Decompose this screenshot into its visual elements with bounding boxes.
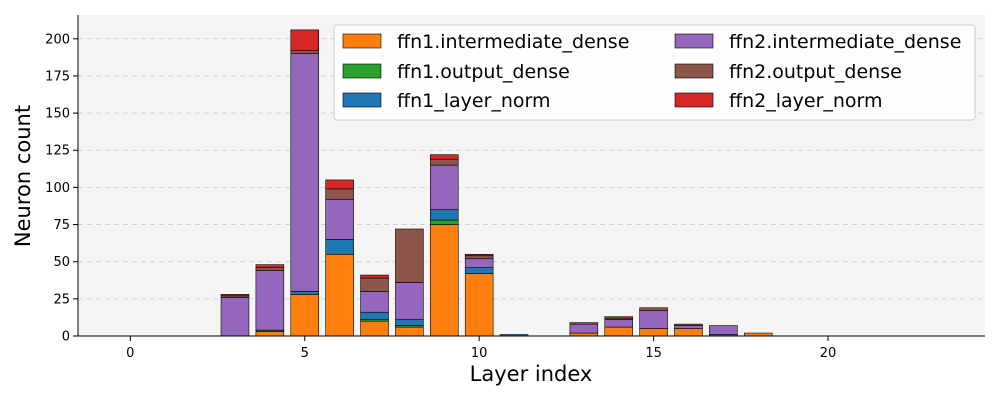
bar-segment <box>674 325 703 329</box>
legend-swatch <box>674 63 714 79</box>
bar-segment <box>639 328 668 337</box>
bar-segment <box>290 291 320 295</box>
bar-segment <box>255 264 285 268</box>
bar-segment <box>430 219 459 225</box>
bar-segment <box>220 294 250 297</box>
bar-segment <box>395 282 424 320</box>
bar-segment <box>325 253 354 337</box>
y-ticks: 0 25 50 75 100 125 150 175 200 <box>45 32 78 345</box>
bar-segment <box>430 164 459 210</box>
y-tick-label: 150 <box>45 107 70 122</box>
y-tick-label: 75 <box>53 218 70 233</box>
bar-segment <box>255 331 285 337</box>
x-tick-label: 15 <box>645 346 662 361</box>
axes <box>77 15 985 337</box>
legend-frame <box>333 24 976 121</box>
legend-label: ffn1.output_dense <box>397 61 570 83</box>
x-axis-label: Layer index <box>470 362 593 386</box>
y-tick-label: 125 <box>45 144 70 159</box>
y-tick-label: 25 <box>53 292 70 307</box>
bar-segment <box>604 326 633 337</box>
bar-segment <box>325 179 354 190</box>
bar-segment <box>430 154 459 160</box>
bar-segment <box>464 273 494 337</box>
bar-segment <box>255 270 285 331</box>
bar-segment <box>325 188 354 200</box>
legend-swatch <box>674 92 714 108</box>
bar-segment <box>290 29 320 51</box>
y-tick-label: 175 <box>45 69 70 84</box>
bar-segment <box>464 253 494 257</box>
bar-segment <box>360 274 389 279</box>
bar-segment <box>709 325 738 335</box>
bars <box>220 29 773 337</box>
x-tick-label: 0 <box>126 346 134 361</box>
legend-label: ffn1_layer_norm <box>397 90 551 112</box>
bar-segment <box>395 326 424 337</box>
legend-swatch <box>342 63 382 79</box>
legend-label: ffn2.output_dense <box>729 61 902 83</box>
bar-segment <box>290 50 320 54</box>
bar-segment <box>674 328 703 337</box>
bar-segment <box>290 294 320 337</box>
legend-swatch <box>342 92 382 108</box>
bar-segment <box>325 198 354 240</box>
x-tick-label: 10 <box>471 346 488 361</box>
bar-segment <box>464 267 494 274</box>
bar-segment <box>464 255 494 260</box>
bar-segment <box>360 277 389 292</box>
legend-swatch <box>674 33 714 49</box>
bar-segment <box>674 323 703 326</box>
bar-segment <box>639 310 668 329</box>
bar-segment <box>569 322 599 325</box>
bar-segment <box>430 209 459 221</box>
bar-segment <box>290 53 320 292</box>
bar-segment <box>360 291 389 313</box>
y-axis-label: Neuron count <box>11 105 35 247</box>
legend-label: ffn2.intermediate_dense <box>729 31 961 53</box>
legend-swatch <box>342 33 382 49</box>
bar-segment <box>325 239 354 255</box>
bar-segment <box>464 258 494 268</box>
bar-segment <box>639 307 668 312</box>
bar-segment <box>604 316 633 319</box>
bar-segment <box>360 320 389 337</box>
y-tick-label: 100 <box>45 181 70 196</box>
bar-segment <box>395 319 424 326</box>
bar-segment <box>430 224 459 337</box>
bar-segment <box>255 267 285 271</box>
legend: ffn1.intermediate_dense ffn1.output_dense… <box>333 24 976 121</box>
bar-segment <box>220 297 250 337</box>
bar-segment <box>569 323 599 334</box>
x-tick-label: 5 <box>301 346 309 361</box>
x-tick-label: 20 <box>820 346 837 361</box>
legend-label: ffn1.intermediate_dense <box>397 31 629 53</box>
bar-segment <box>430 158 459 166</box>
y-tick-label: 200 <box>45 32 70 47</box>
legend-label: ffn2_layer_norm <box>729 90 883 112</box>
y-tick-label: 50 <box>53 255 70 270</box>
bar-segment <box>360 311 389 320</box>
x-ticks: 0 5 10 15 20 <box>126 336 836 361</box>
bar-segment <box>604 319 633 328</box>
y-tick-label: 0 <box>62 330 70 345</box>
bar-segment <box>395 228 424 283</box>
